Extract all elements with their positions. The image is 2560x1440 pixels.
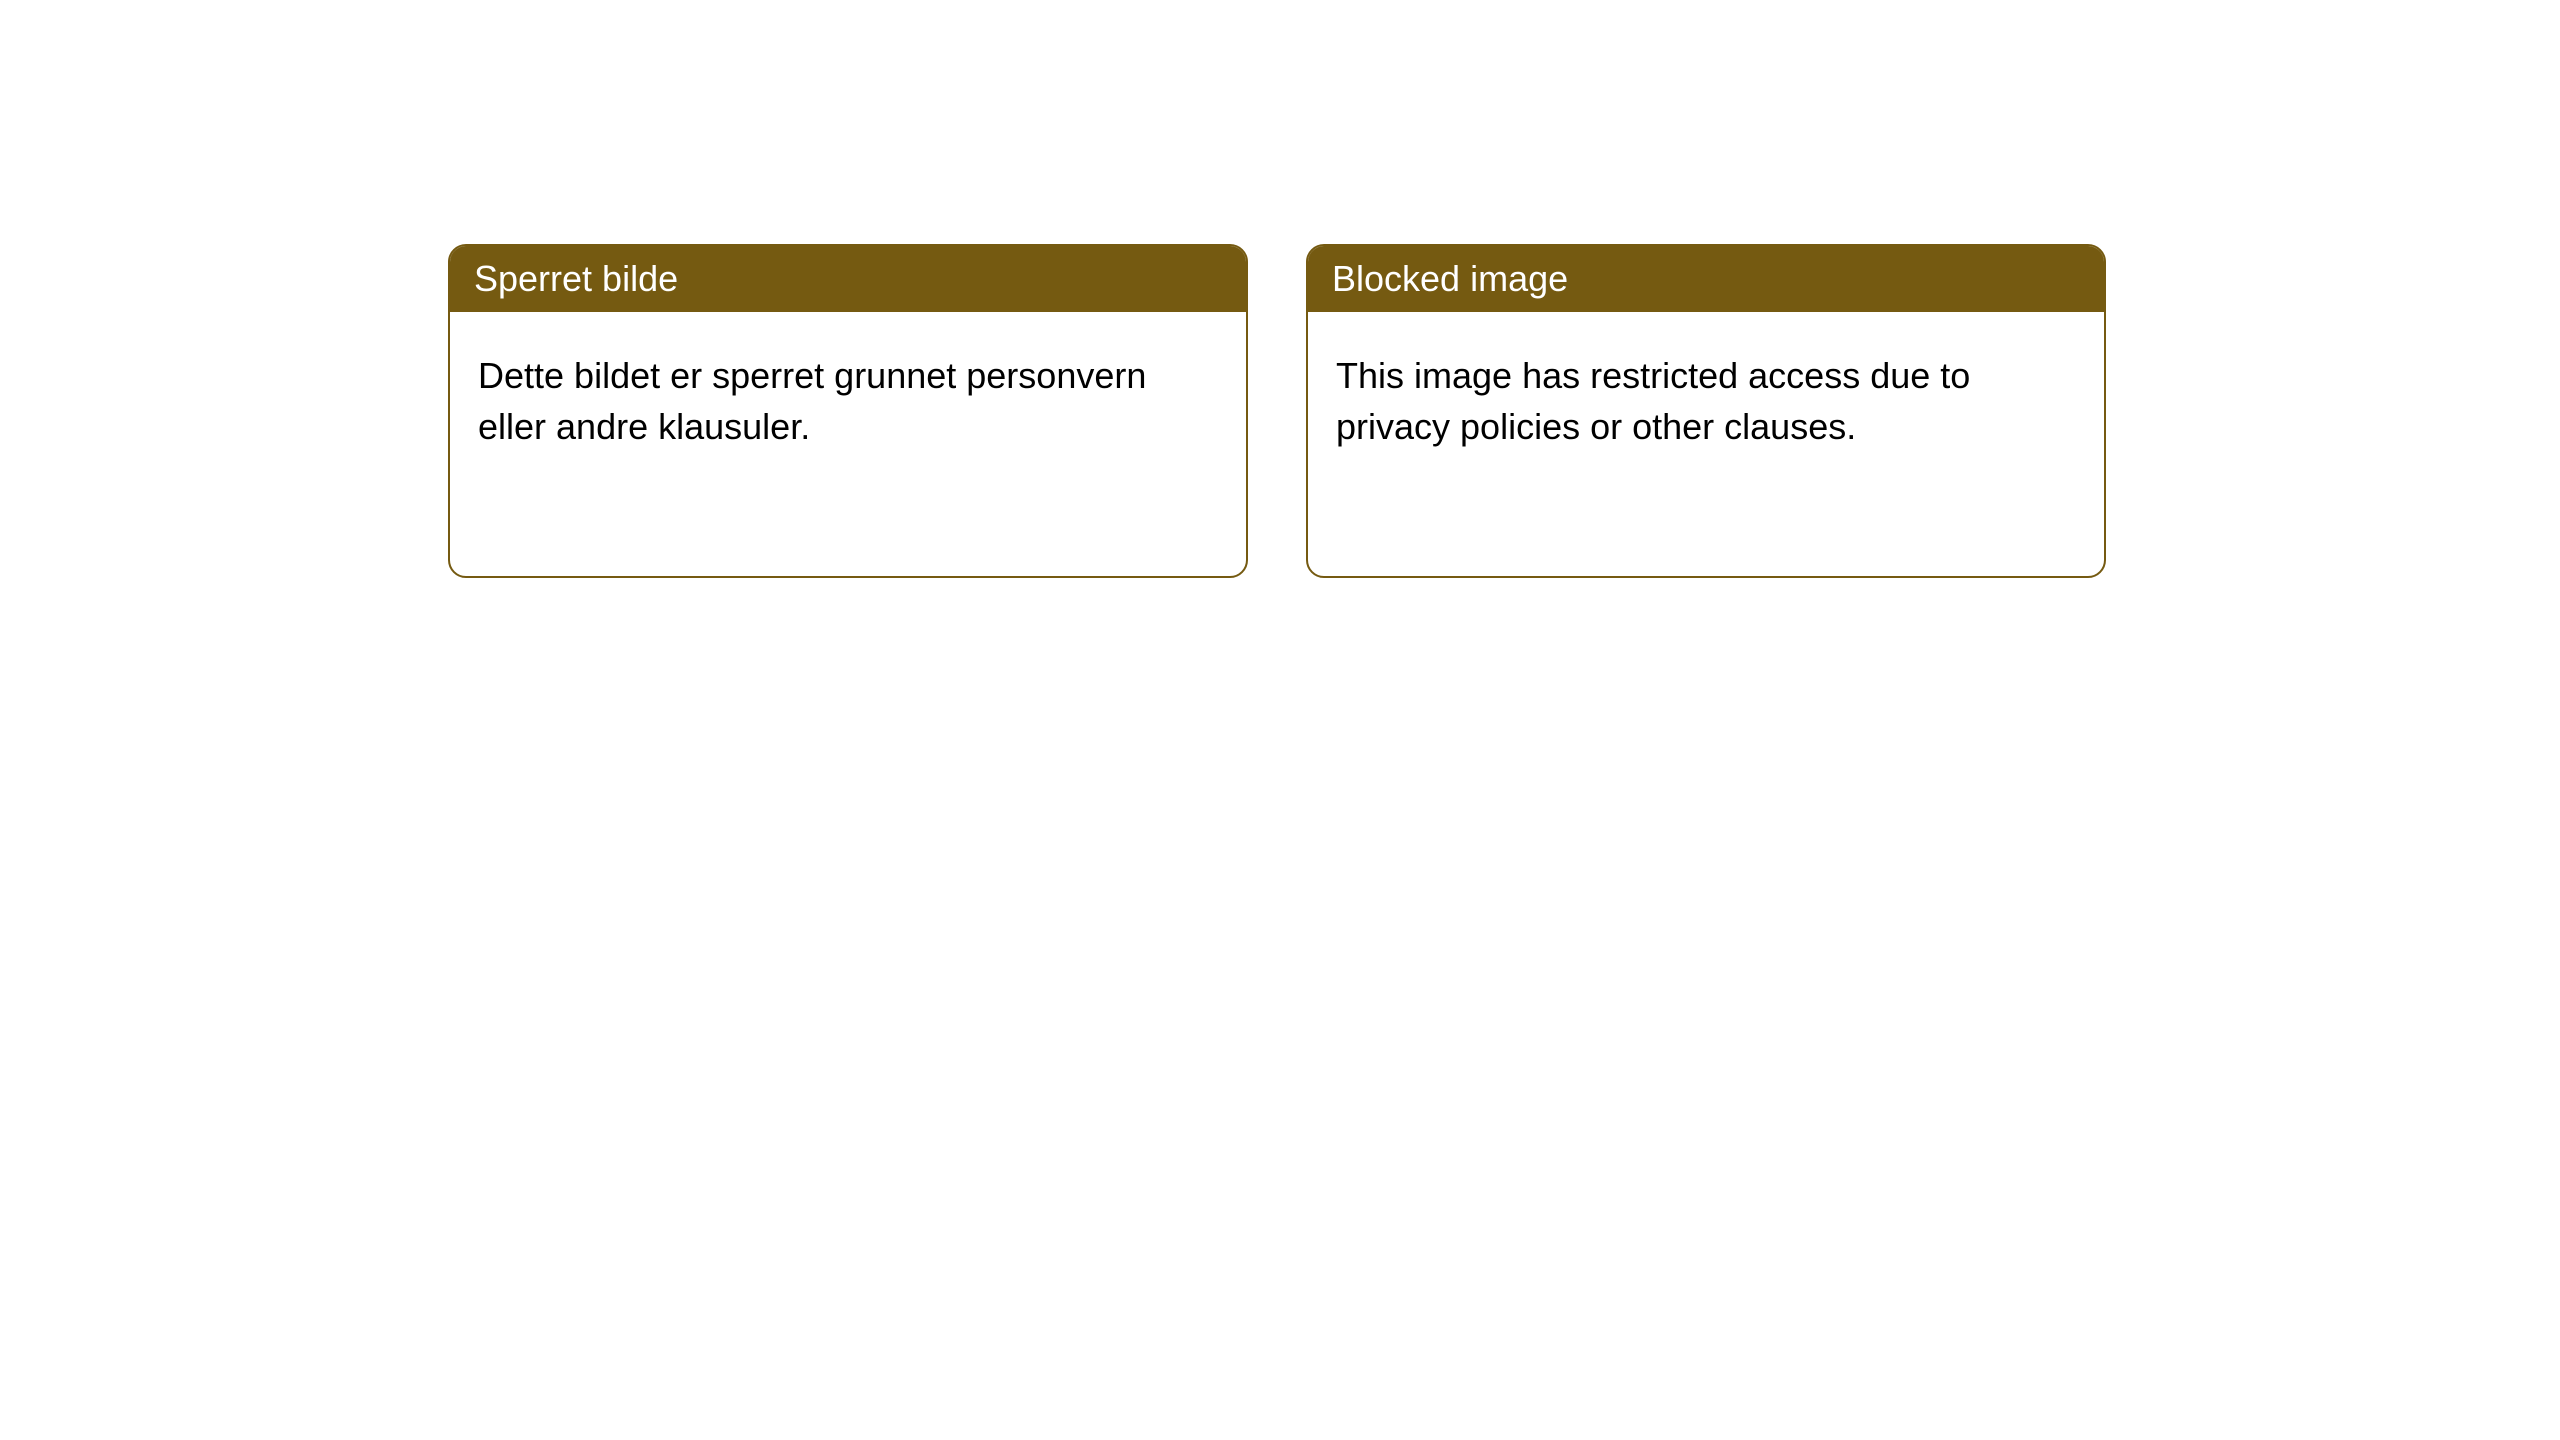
card-body: Dette bildet er sperret grunnet personve…	[450, 312, 1246, 490]
card-body-text: This image has restricted access due to …	[1336, 355, 1970, 447]
card-title: Sperret bilde	[474, 258, 678, 299]
card-header: Sperret bilde	[450, 246, 1246, 312]
card-body: This image has restricted access due to …	[1308, 312, 2104, 490]
blocked-image-card-en: Blocked image This image has restricted …	[1306, 244, 2106, 578]
blocked-image-card-no: Sperret bilde Dette bildet er sperret gr…	[448, 244, 1248, 578]
notice-cards-container: Sperret bilde Dette bildet er sperret gr…	[0, 0, 2560, 578]
card-title: Blocked image	[1332, 258, 1568, 299]
card-header: Blocked image	[1308, 246, 2104, 312]
card-body-text: Dette bildet er sperret grunnet personve…	[478, 355, 1146, 447]
